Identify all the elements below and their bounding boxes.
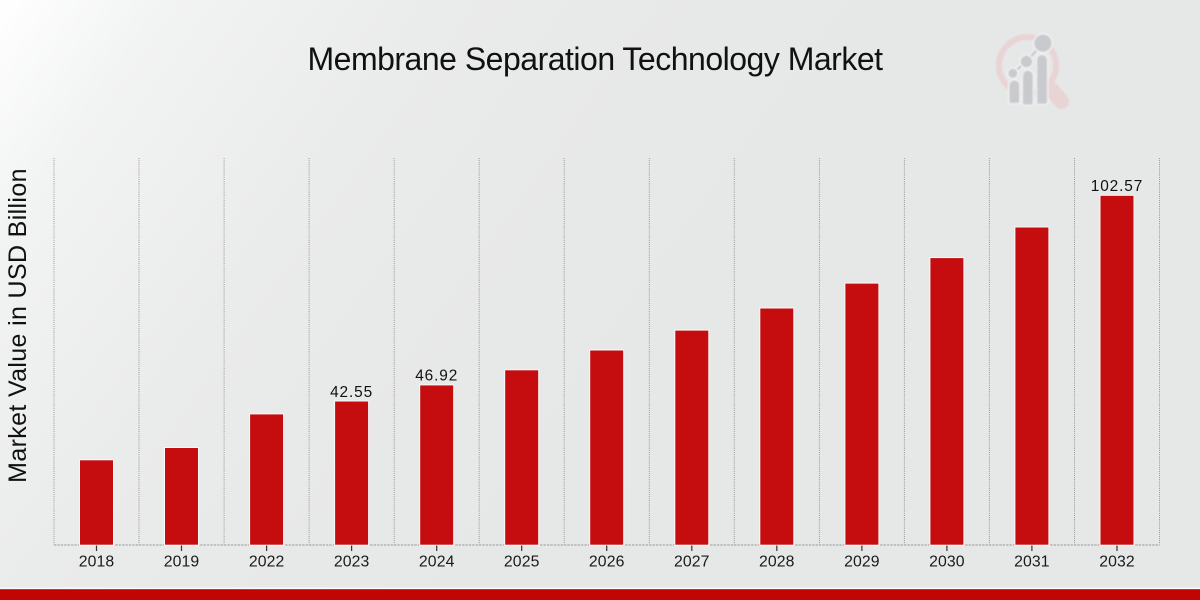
svg-text:2019: 2019 [164,554,200,571]
svg-text:2022: 2022 [249,554,285,571]
svg-text:46.92: 46.92 [415,368,458,385]
svg-text:Market Value in USD Billion: Market Value in USD Billion [4,168,32,483]
svg-text:42.55: 42.55 [330,384,373,401]
svg-text:2023: 2023 [334,554,370,571]
svg-text:2032: 2032 [1099,554,1135,571]
svg-text:Membrane Separation Technology: Membrane Separation Technology Market [307,41,883,77]
svg-text:2024: 2024 [419,554,455,571]
svg-text:2031: 2031 [1014,554,1050,571]
svg-text:2025: 2025 [504,554,540,571]
svg-text:2018: 2018 [79,554,115,571]
svg-text:102.57: 102.57 [1091,178,1143,195]
svg-text:2028: 2028 [759,554,795,571]
svg-text:2026: 2026 [589,554,625,571]
svg-text:2030: 2030 [929,554,965,571]
svg-text:2027: 2027 [674,554,710,571]
svg-text:2029: 2029 [844,554,880,571]
